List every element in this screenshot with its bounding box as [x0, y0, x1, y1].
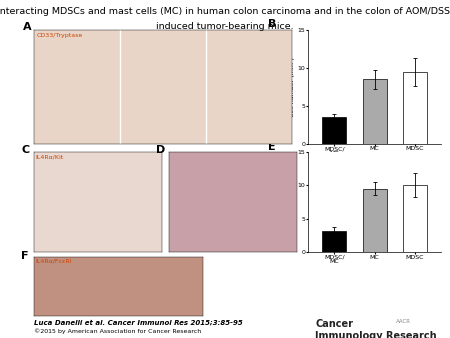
Text: AACR: AACR [396, 319, 411, 324]
Bar [322, 231, 346, 252]
Y-axis label: Cell number (mm²): Cell number (mm²) [289, 172, 295, 232]
Text: F: F [21, 251, 29, 261]
Bar [363, 79, 387, 144]
Text: ©2015 by American Association for Cancer Research: ©2015 by American Association for Cancer… [34, 328, 201, 334]
Text: C: C [22, 145, 30, 155]
Text: B: B [268, 19, 277, 29]
Bar [403, 185, 427, 252]
Text: D: D [156, 145, 165, 155]
Text: IL4Rα/FcεRI: IL4Rα/FcεRI [36, 258, 72, 263]
Y-axis label: Cell number (mm²): Cell number (mm²) [289, 57, 295, 117]
Text: induced tumor-bearing mice.: induced tumor-bearing mice. [156, 22, 294, 31]
Text: IL4Rα/Kit: IL4Rα/Kit [35, 154, 63, 159]
Text: Interacting MDSCs and mast cells (MC) in human colon carcinoma and in the colon : Interacting MDSCs and mast cells (MC) in… [0, 7, 450, 16]
Text: Luca Danelli et al. Cancer Immunol Res 2015;3:85-95: Luca Danelli et al. Cancer Immunol Res 2… [34, 319, 243, 325]
Text: E: E [268, 142, 276, 152]
Bar [403, 72, 427, 144]
Text: A: A [22, 23, 31, 32]
Text: Cancer
Immunology Research: Cancer Immunology Research [315, 319, 436, 338]
Bar [363, 189, 387, 252]
Text: CD33/Tryptase: CD33/Tryptase [36, 33, 83, 38]
Bar [322, 117, 346, 144]
